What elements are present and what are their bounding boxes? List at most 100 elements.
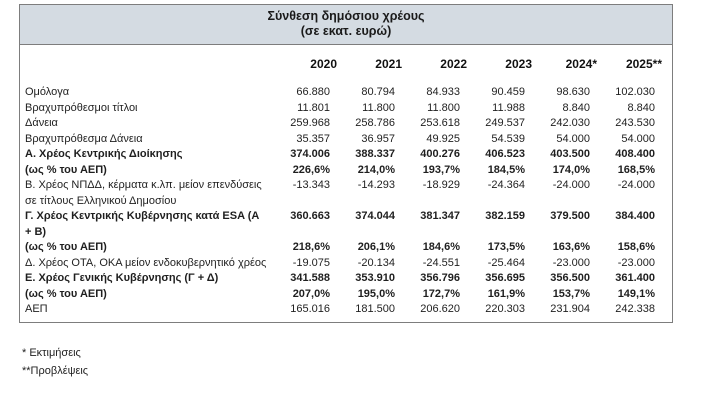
- footnotes: * Εκτιμήσεις **Προβλέψεις: [22, 344, 88, 380]
- value-cell: 36.957: [361, 132, 395, 145]
- value-cell: -13.343: [292, 179, 330, 191]
- row-label: (ως % του ΑΕΠ): [25, 241, 107, 253]
- value-cell: 381.347: [420, 210, 460, 222]
- value-cell: 168,5%: [617, 163, 655, 176]
- value-cell: 54.000: [556, 132, 590, 145]
- row-label: (ως % του ΑΕΠ): [25, 287, 107, 300]
- table-row: ΑΕΠ 165.016 181.500 206.620 220.303 231.904 2…: [20, 302, 672, 318]
- value-cell: 8.840: [562, 101, 590, 114]
- value-cell: 90.459: [491, 86, 525, 98]
- year-header-row: 2020 2021 2022 2023 2024* 2025**: [20, 57, 672, 71]
- footnote-estimates: * Εκτιμήσεις: [22, 347, 81, 359]
- value-cell: 149,1%: [617, 287, 655, 300]
- value-cell: 102.030: [615, 86, 655, 98]
- year-header-cell: 2021: [375, 57, 402, 71]
- value-cell: 249.537: [485, 117, 525, 129]
- value-cell: 406.523: [485, 148, 525, 160]
- year-header-cell: 2024*: [565, 57, 597, 71]
- year-header-cell: 2020: [310, 57, 337, 71]
- value-cell: 258.786: [355, 117, 395, 129]
- row-label: Ομόλογα: [25, 86, 70, 98]
- year-header-cell: 2023: [505, 57, 532, 71]
- row-label: ΑΕΠ: [25, 303, 48, 315]
- value-cell: 253.618: [420, 117, 460, 129]
- value-cell: -19.075: [292, 256, 330, 269]
- table-row: Ομόλογα 66.880 80.794 84.933 90.459 98.630 10…: [20, 85, 672, 101]
- table-row: (ως % του ΑΕΠ) 226,6% 214,0% 193,7% 184,5% 1…: [20, 163, 672, 179]
- value-cell: 341.588: [290, 272, 330, 284]
- value-cell: 243.530: [615, 117, 655, 129]
- value-cell: 214,0%: [357, 163, 395, 176]
- value-cell: 84.933: [426, 86, 460, 98]
- table-row: Ε. Χρέος Γενικής Κυβέρνησης (Γ + Δ) 341.…: [20, 271, 672, 287]
- value-cell: 174,0%: [552, 163, 590, 176]
- value-cell: 218,6%: [292, 241, 330, 253]
- value-cell: 8.840: [627, 101, 655, 114]
- row-label: (ως % του ΑΕΠ): [25, 163, 107, 176]
- table-title: Σύνθεση δημόσιου χρέους: [267, 9, 425, 23]
- value-cell: 193,7%: [422, 163, 460, 176]
- table-row: Α. Χρέος Κεντρικής Διοίκησης 374.006 388.…: [20, 147, 672, 163]
- value-cell: 165.016: [290, 303, 330, 315]
- value-cell: 11.800: [362, 101, 395, 114]
- footnote-forecasts: **Προβλέψεις: [22, 365, 89, 377]
- value-cell: 356.796: [420, 272, 460, 284]
- value-cell: -23.000: [617, 256, 655, 269]
- value-cell: 11.800: [427, 101, 460, 114]
- value-cell: 207,0%: [292, 287, 330, 300]
- row-label: Δ. Χρέος ΟΤΑ, ΟΚΑ μείον ενδοκυβερνητικό …: [25, 256, 267, 269]
- value-cell: 35.357: [296, 132, 330, 145]
- value-cell: -24.000: [617, 179, 655, 191]
- table-rows: Ομόλογα 66.880 80.794 84.933 90.459 98.630 10…: [20, 85, 672, 318]
- table-title-band: Σύνθεση δημόσιου χρέους (σε εκατ. ευρώ): [20, 5, 672, 45]
- table-row: Β. Χρέος ΝΠΔΔ, κέρματα κ.λπ. μείον επενδ…: [20, 178, 672, 209]
- table-row: Βραχυπρόθεσμα Δάνεια 35.357 36.957 49.925 5…: [20, 132, 672, 148]
- value-cell: 98.630: [556, 86, 590, 98]
- table-subtitle: (σε εκατ. ευρώ): [300, 24, 392, 38]
- value-cell: 184,5%: [487, 163, 525, 176]
- value-cell: 181.500: [355, 303, 395, 315]
- value-cell: -20.134: [357, 256, 395, 269]
- row-label: Βραχυπρόθεσμα Δάνεια: [25, 132, 143, 145]
- value-cell: 374.006: [290, 148, 330, 160]
- value-cell: 356.695: [485, 272, 525, 284]
- value-cell: 403.500: [550, 148, 590, 160]
- row-label: Β. Χρέος ΝΠΔΔ, κέρματα κ.λπ. μείον επενδ…: [25, 179, 262, 207]
- value-cell: 242.338: [615, 303, 655, 315]
- value-cell: 11.801: [297, 101, 330, 114]
- value-cell: 163,6%: [552, 241, 590, 253]
- value-cell: 356.500: [550, 272, 590, 284]
- value-cell: 382.159: [485, 210, 525, 222]
- value-cell: 408.400: [615, 148, 655, 160]
- table-row: Δάνεια 259.968 258.786 253.618 249.537 242.0…: [20, 116, 672, 132]
- value-cell: 388.337: [355, 148, 395, 160]
- value-cell: 80.794: [361, 86, 395, 98]
- table-body: 2020 2021 2022 2023 2024* 2025** Ομόλογα 66.8…: [20, 45, 672, 322]
- value-cell: 49.925: [426, 132, 460, 145]
- table-row: Γ. Χρέος Κεντρικής Κυβέρνησης κατά ESA (…: [20, 209, 672, 240]
- public-debt-table: Σύνθεση δημόσιου χρέους (σε εκατ. ευρώ) …: [19, 4, 673, 323]
- value-cell: -24.551: [422, 256, 460, 269]
- value-cell: 259.968: [290, 117, 330, 129]
- row-label: Γ. Χρέος Κεντρικής Κυβέρνησης κατά ESA (…: [25, 210, 260, 238]
- value-cell: 158,6%: [617, 241, 655, 253]
- value-cell: -18.929: [422, 179, 460, 191]
- value-cell: 206.620: [420, 303, 460, 315]
- value-cell: -14.293: [357, 179, 395, 191]
- value-cell: -24.000: [552, 179, 590, 191]
- value-cell: 54.539: [491, 132, 525, 145]
- table-row: Δ. Χρέος ΟΤΑ, ΟΚΑ μείον ενδοκυβερνητικό …: [20, 256, 672, 272]
- value-cell: 379.500: [550, 210, 590, 222]
- value-cell: -23.000: [552, 256, 590, 269]
- value-cell: -24.364: [487, 179, 525, 191]
- value-cell: 374.044: [355, 210, 395, 222]
- year-header-cell: 2025**: [625, 57, 662, 71]
- table-row: (ως % του ΑΕΠ) 218,6% 206,1% 184,6% 173,5% 1…: [20, 240, 672, 256]
- row-label: Βραχυπρόθεσμοι τίτλοι: [25, 101, 138, 114]
- value-cell: 206,1%: [357, 241, 395, 253]
- value-cell: 153,7%: [552, 287, 590, 300]
- row-label: Α. Χρέος Κεντρικής Διοίκησης: [25, 148, 183, 160]
- table-row: Βραχυπρόθεσμοι τίτλοι 11.801 11.800 11.800…: [20, 101, 672, 117]
- value-cell: 242.030: [550, 117, 590, 129]
- value-cell: 172,7%: [422, 287, 460, 300]
